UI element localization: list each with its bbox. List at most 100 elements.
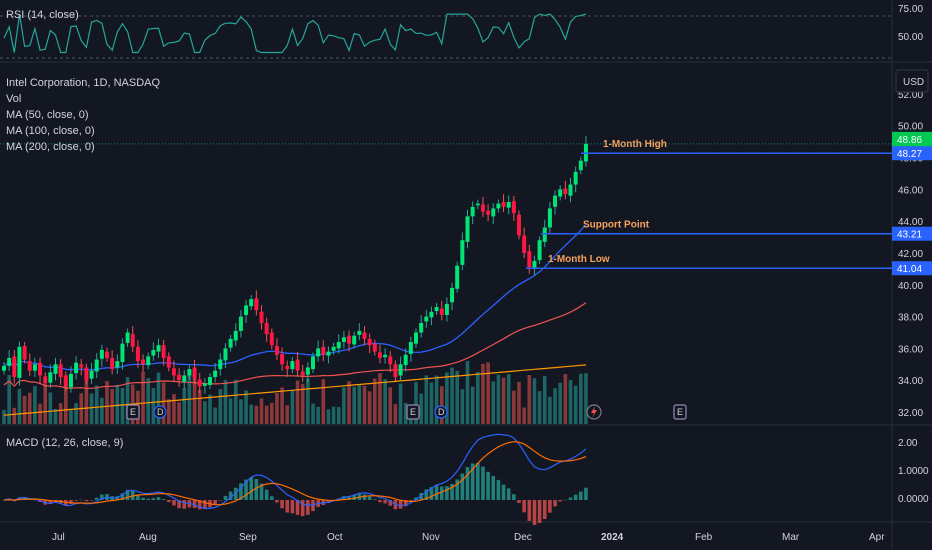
volume-bar	[419, 393, 423, 424]
volume-bar	[501, 377, 506, 424]
macd-bar	[439, 486, 444, 500]
price-tag-value: 48.86	[897, 135, 922, 146]
macd-bar	[203, 500, 207, 510]
price-tag-value: 48.27	[897, 149, 922, 160]
event-marker[interactable]: E	[126, 404, 140, 420]
volume-bar	[172, 394, 176, 424]
volume-bar	[424, 375, 429, 424]
macd-bar	[48, 500, 53, 505]
candle	[58, 359, 63, 385]
volume-bar	[151, 387, 156, 424]
candle	[311, 352, 315, 374]
candle	[450, 282, 455, 311]
event-marker[interactable]: E	[673, 404, 687, 420]
candle	[105, 347, 109, 362]
candle	[506, 195, 511, 215]
rsi-tick-50: 50.00	[898, 32, 923, 43]
macd-tick-1: 1.0000	[898, 466, 929, 477]
macd-bar	[450, 483, 454, 500]
macd-bar	[141, 497, 145, 500]
macd-bar	[378, 500, 382, 503]
candle	[388, 351, 393, 373]
volume-bar	[94, 385, 99, 424]
macd-bar	[568, 497, 573, 500]
lightning-icon[interactable]	[586, 404, 602, 420]
ma50-line	[3, 224, 587, 371]
volume-bar	[486, 362, 490, 424]
candle	[94, 353, 99, 378]
volume-bar	[573, 385, 578, 424]
volume-bar	[120, 387, 125, 424]
candle	[341, 330, 346, 349]
main-panel[interactable]: 1-Month High Support Point 1-Month Low 52.…	[0, 69, 932, 424]
candle	[491, 203, 496, 225]
event-marker[interactable]: D	[434, 405, 448, 419]
candle	[470, 201, 475, 225]
volume-bar	[517, 382, 521, 424]
macd-bar	[465, 467, 470, 500]
macd-bar	[579, 491, 583, 500]
candle	[558, 185, 563, 201]
macd-bar	[306, 500, 310, 515]
macd-bar	[573, 494, 578, 500]
candle	[192, 359, 197, 384]
macd-bar	[548, 500, 552, 513]
time-axis: Jul Aug Sep Oct Nov Dec 2024 Feb Mar Apr	[52, 532, 885, 543]
candle	[48, 364, 53, 388]
event-marker[interactable]: E	[406, 404, 420, 420]
macd-bar	[89, 500, 94, 501]
moving-averages	[3, 224, 587, 416]
volume-bar	[84, 374, 89, 424]
candle	[156, 338, 161, 359]
currency-button[interactable]	[895, 69, 929, 93]
candle	[223, 343, 228, 369]
ma100-line	[3, 302, 587, 389]
candle	[285, 360, 290, 377]
candle	[22, 342, 27, 364]
macd-bar	[94, 497, 99, 500]
candle	[146, 352, 151, 370]
level-annotation: 1-Month High	[603, 139, 667, 150]
svg-text:E: E	[677, 407, 683, 417]
candle	[17, 341, 22, 386]
time-tick: Apr	[869, 532, 885, 543]
volume-bar	[439, 386, 444, 424]
volume-bar	[285, 405, 290, 424]
volume-bar	[192, 375, 197, 424]
macd-bar	[192, 500, 197, 508]
volume-bar	[249, 404, 253, 424]
macd-bar	[470, 463, 475, 500]
volume-bar	[558, 382, 562, 424]
volume-bar	[429, 382, 434, 424]
candle	[496, 199, 501, 213]
macd-bar	[270, 496, 274, 500]
price-tag	[892, 146, 932, 161]
candle	[43, 372, 48, 388]
volume-bar	[455, 370, 459, 424]
candle	[53, 357, 58, 381]
price-tick: 32.00	[898, 408, 923, 419]
time-tick: Sep	[239, 532, 257, 543]
volume-bar	[445, 372, 449, 424]
macd-bar	[522, 500, 526, 513]
volume-bar	[280, 387, 284, 424]
rsi-label: RSI (14, close)	[6, 9, 79, 21]
candle	[259, 305, 264, 330]
time-tick: Mar	[782, 532, 800, 543]
candle	[547, 201, 552, 235]
volume-bar	[568, 380, 573, 424]
macd-bar	[172, 500, 176, 506]
candle	[151, 342, 156, 361]
macd-bar	[537, 500, 542, 523]
volume-bar	[12, 407, 17, 424]
candle	[99, 344, 104, 367]
macd-bar	[584, 487, 588, 500]
candle	[553, 190, 558, 215]
volume-bar	[512, 390, 516, 424]
volume-bar	[33, 386, 37, 424]
event-marker[interactable]: D	[153, 405, 167, 419]
macd-bar	[501, 484, 506, 500]
macd-bar	[347, 496, 351, 500]
